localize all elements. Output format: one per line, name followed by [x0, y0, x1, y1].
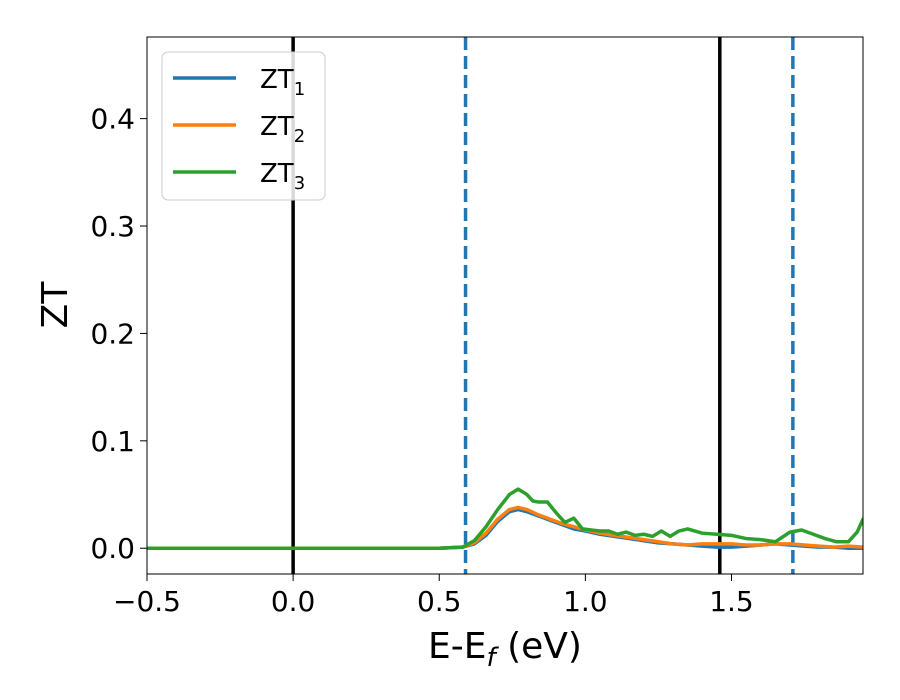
x-tick-label-3: 1.0 — [563, 585, 608, 618]
series-line-2 — [147, 505, 863, 550]
series-line-3 — [147, 487, 863, 550]
plot-frame — [146, 36, 864, 575]
y-tick-label-1: 0.1 — [90, 425, 135, 458]
legend-box — [161, 51, 326, 201]
x-tick-label-2: 0.5 — [417, 585, 462, 618]
y-tick-label-0: 0.0 — [90, 532, 135, 565]
legend-label-2: ZT2 — [260, 112, 305, 147]
legend: ZT1 ZT2 ZT3 — [161, 51, 326, 201]
y-tick-label-2: 0.2 — [90, 317, 135, 350]
y-tick-label-4: 0.4 — [90, 103, 135, 136]
legend-label-3: ZT3 — [260, 159, 305, 194]
x-axis-title: E-Ef (eV) — [428, 626, 582, 673]
x-tick-label-1: 0.0 — [271, 585, 316, 618]
legend-label-1: ZT1 — [260, 65, 305, 100]
x-tick-label-4: 1.5 — [709, 585, 754, 618]
y-axis-title: ZT — [35, 281, 76, 329]
y-tick-label-3: 0.3 — [90, 210, 135, 243]
x-tick-label-0: −0.5 — [113, 585, 181, 618]
